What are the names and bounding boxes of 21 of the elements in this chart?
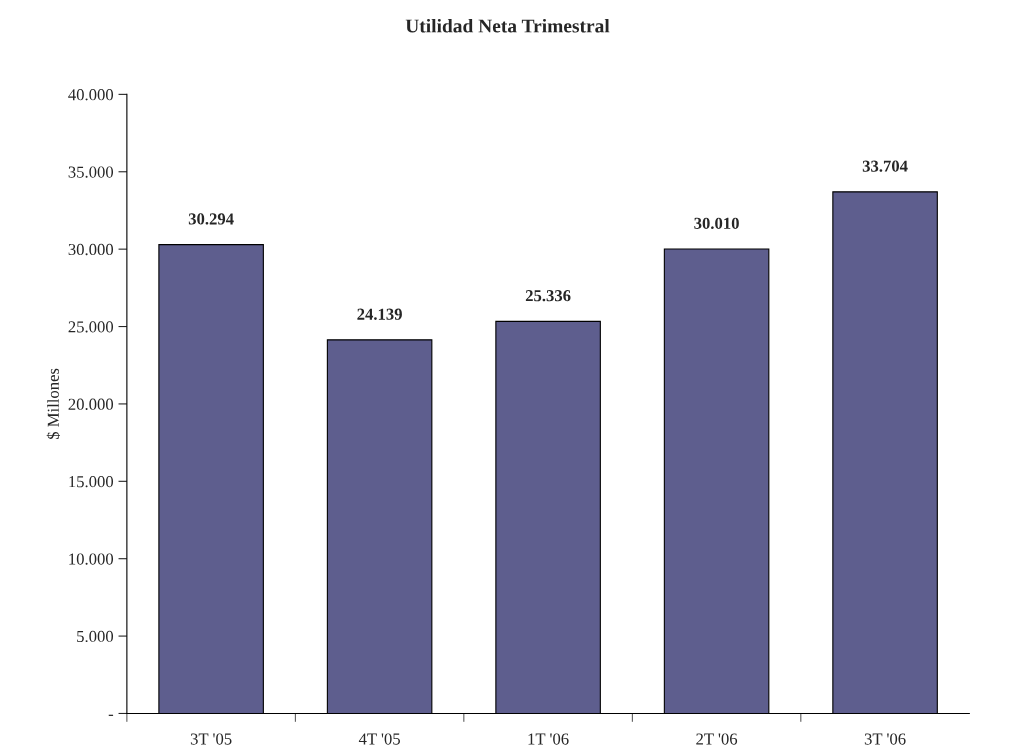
y-tick-label: 5.000 <box>77 630 114 643</box>
y-tick-label: 35.000 <box>68 166 114 178</box>
data-label: 30.294 <box>188 213 234 225</box>
y-tick-label: 30.000 <box>68 243 114 256</box>
data-label: 30.010 <box>694 217 739 230</box>
chart-title: Utilidad Neta Trimestral <box>405 18 610 33</box>
x-tick-label: 2T '06 <box>696 733 738 745</box>
y-tick-label: 10.000 <box>69 553 114 565</box>
y-axis-title: $ Millones <box>46 368 61 440</box>
x-tick-label: 1T '06 <box>528 733 569 745</box>
y-tick-label: 25.000 <box>68 321 114 333</box>
x-tick-label: 3T '05 <box>190 733 232 745</box>
y-tick-label: - <box>108 714 114 716</box>
data-label: 33.704 <box>862 160 908 172</box>
data-label: 25.336 <box>525 290 571 302</box>
x-tick-label: 3T '06 <box>864 733 906 745</box>
y-tick-label: 20.000 <box>68 398 114 410</box>
data-label: 24.139 <box>357 308 402 320</box>
y-tick-label: 40.000 <box>68 89 114 101</box>
x-tick-label: 4T '05 <box>358 733 400 745</box>
y-tick-label: 15.000 <box>69 476 114 488</box>
